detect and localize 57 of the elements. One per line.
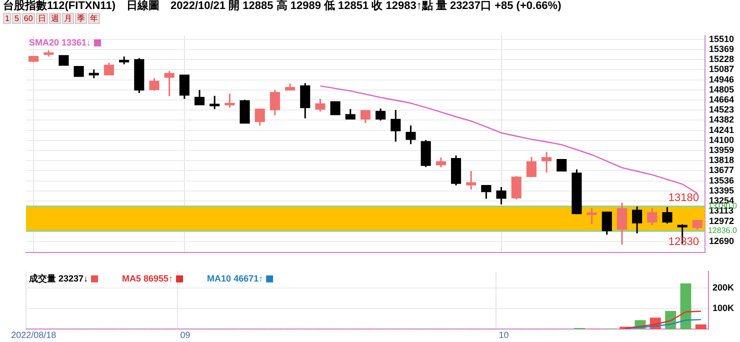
candlestick [300,82,310,120]
text: 月 [62,13,74,24]
candlestick [210,95,220,110]
y-tick-label: 14523 [708,104,734,115]
annotation: 12830 [668,236,699,248]
legend-label: SMA20 13361↓ [29,37,92,48]
y-tick-label: 14664 [708,94,734,104]
candlestick [315,98,326,112]
candlestick [632,206,642,234]
text: 1 [3,13,12,24]
candlestick [194,89,205,106]
candlestick [406,124,416,145]
bar [680,283,692,330]
x-tick-label: 09 [180,330,190,340]
candlestick [496,186,506,206]
y-tick-label: 200K [712,282,734,292]
legend-label: MA10 46671↑ [207,273,264,284]
annotation: 13180 [668,192,699,204]
candlestick [164,70,174,97]
y-tick-label: 13395 [708,185,734,196]
legend-label: 成交量 23237↓ [28,273,88,284]
bar [695,324,706,330]
y-tick-label: 12972 [708,216,734,226]
text: 5 [12,13,21,24]
candlestick [481,185,492,200]
y-tick-label: 15510 [708,34,734,44]
y-tick-label: 14241 [708,124,734,135]
y-tick-label: 13677 [708,165,734,176]
y-tick-label: 13959 [708,145,734,156]
text: 週 [48,13,61,24]
y-tick-label: 14946 [708,74,734,84]
candlestick [224,92,235,108]
candlestick [270,89,280,116]
y-tick-label: 15087 [708,64,734,74]
text: 60 [22,13,35,24]
x-tick-label: 10 [498,330,509,340]
candlestick [390,109,401,142]
y-tick-label: 15369 [708,44,734,54]
y-tick-label: 12690 [708,236,734,246]
legend-label: MA5 86955↑ [122,273,174,284]
y-tick-label: 13818 [708,155,734,166]
x-tick-label: 2022/08/18 [11,330,56,340]
candlestick [542,151,552,174]
candlestick [586,207,597,225]
text: 季 [74,13,87,24]
candlestick [466,170,476,190]
text: 日 [36,13,48,24]
candlestick [179,74,190,100]
y-tick-label: 100K [712,303,734,314]
y-tick-label: 15228 [708,54,734,64]
ref-line-label: 12836.0 [708,226,738,236]
y-tick-label: 14382 [708,114,734,125]
text: 年 [88,13,100,24]
y-tick-label: 14805 [708,84,734,94]
candlestick [616,202,628,246]
y-tick-label: 14100 [708,134,734,145]
y-tick-label: 13536 [708,175,734,186]
